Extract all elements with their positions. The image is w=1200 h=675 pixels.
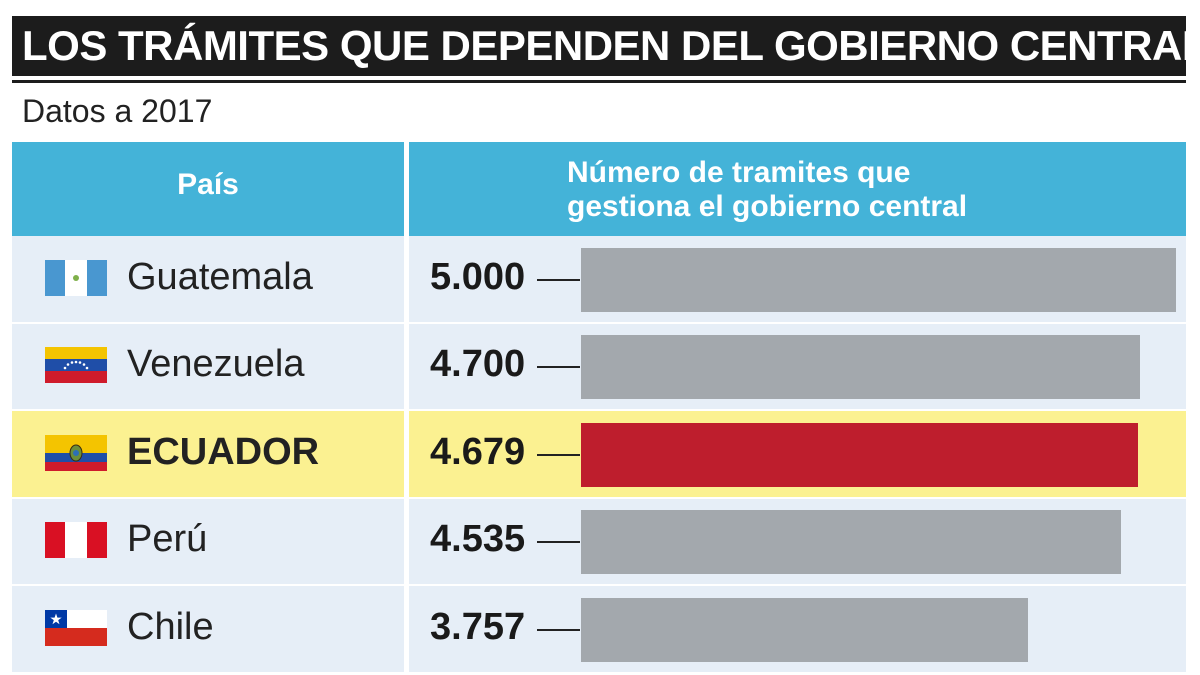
ecuador-flag-icon (45, 434, 107, 471)
bar (581, 247, 1176, 312)
leader-line (537, 541, 580, 544)
country-name: Venezuela (127, 343, 305, 386)
data-label: 4.700 (430, 343, 526, 386)
column-header-value: Número de tramites que gestiona el gobie… (409, 142, 1186, 236)
chile-flag-icon (45, 609, 107, 646)
title-divider (12, 80, 1186, 83)
leader-line (537, 628, 580, 631)
leader-line (537, 366, 580, 369)
data-label: 4.679 (430, 430, 526, 473)
column-header-value-line1: Número de tramites que (567, 156, 911, 189)
column-header-country: País (12, 142, 404, 236)
country-name: Perú (127, 518, 208, 561)
bar (581, 422, 1138, 487)
chart-subtitle: Datos a 2017 (22, 93, 213, 129)
bar (581, 597, 1029, 662)
column-header-value-line2: gestiona el gobierno central (567, 190, 968, 223)
peru-flag-icon (45, 522, 107, 559)
leader-line (537, 278, 580, 281)
column-divider (404, 142, 409, 675)
data-label: 3.757 (430, 605, 526, 648)
chart-title: LOS TRÁMITES QUE DEPENDEN DEL GOBIERNO C… (12, 16, 1200, 76)
guatemala-flag-icon (45, 259, 107, 296)
country-name: Guatemala (127, 255, 313, 298)
leader-line (537, 453, 580, 456)
venezuela-flag-icon (45, 347, 107, 384)
data-label: 4.535 (430, 518, 526, 561)
country-name: Chile (127, 605, 214, 648)
bar (581, 510, 1121, 575)
country-name: ECUADOR (127, 430, 320, 473)
data-label: 5.000 (430, 255, 526, 298)
bar (581, 335, 1141, 400)
